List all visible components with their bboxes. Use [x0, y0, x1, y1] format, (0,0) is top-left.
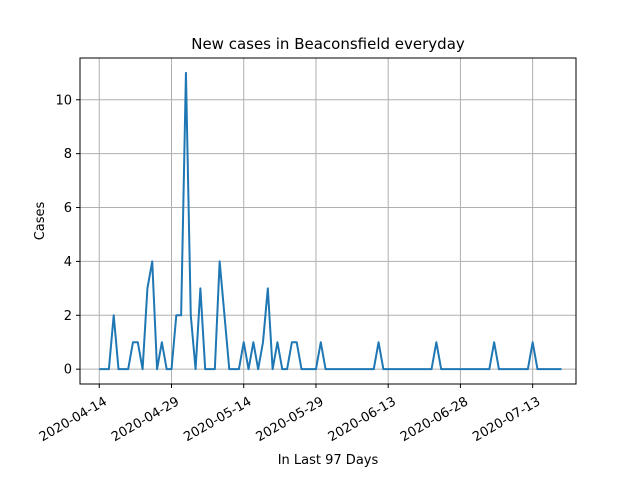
x-grid [98, 58, 534, 384]
x-tick-label: 2020-04-29 [109, 394, 182, 445]
y-tick-label: 6 [64, 201, 72, 216]
y-tick-label: 4 [64, 255, 72, 270]
x-tick-label: 2020-05-29 [254, 394, 327, 445]
x-tick-label: 2020-04-14 [37, 394, 110, 445]
x-tick-label: 2020-06-13 [326, 394, 399, 445]
y-axis-label: Cases [33, 201, 48, 240]
y-tick-label: 2 [64, 309, 72, 324]
plot-frame [79, 57, 577, 385]
x-axis-ticks: 2020-04-14 2020-04-29 2020-05-14 2020-05-29… [37, 384, 543, 445]
x-tick-label: 2020-05-14 [181, 394, 254, 445]
y-axis-ticks: 0 2 4 6 8 10 [55, 93, 80, 378]
x-tick-label: 2020-07-13 [470, 394, 543, 445]
y-tick-label: 10 [55, 93, 72, 108]
cases-series-line [99, 71, 562, 371]
x-axis-label: In Last 97 Days [278, 453, 379, 468]
x-tick-label: 2020-06-28 [398, 394, 471, 445]
chart-title: New cases in Beaconsfield everyday [191, 35, 465, 53]
y-grid [80, 99, 576, 370]
y-tick-label: 8 [64, 147, 72, 162]
y-tick-label: 0 [64, 363, 72, 378]
